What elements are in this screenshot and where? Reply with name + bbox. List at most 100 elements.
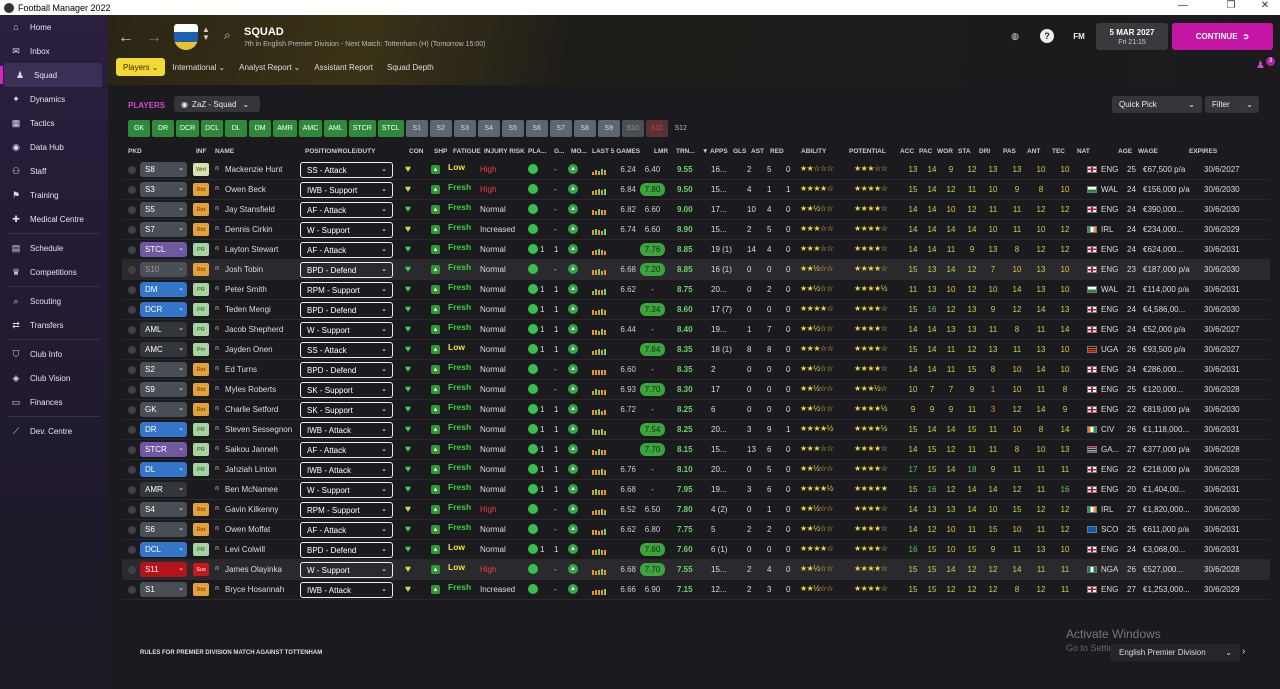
column-header-fatigue[interactable]: FATIGUE <box>453 148 481 155</box>
player-name[interactable]: James Olayinka <box>225 565 282 574</box>
column-header-apps[interactable]: ▼ APPS <box>702 148 728 155</box>
position-chip-s4[interactable]: S4 <box>477 120 500 137</box>
role-duty-select[interactable]: BPD - Defend ⌄ <box>300 302 393 318</box>
player-name[interactable]: Peter Smith <box>225 285 267 294</box>
column-header-ability[interactable]: ABILITY <box>801 148 827 155</box>
column-header-last-5-games[interactable]: LAST 5 GAMES <box>592 148 641 155</box>
sidebar-item-staff[interactable]: ⚇ Staff <box>0 159 108 183</box>
position-chip-s3[interactable]: S3 <box>453 120 476 137</box>
picked-indicator[interactable] <box>128 246 136 254</box>
position-chip-s2[interactable]: S2 <box>429 120 452 137</box>
role-duty-select[interactable]: RPM - Support ⌄ <box>300 502 393 518</box>
column-header-name[interactable]: NAME <box>215 148 235 155</box>
position-chip-s7[interactable]: S7 <box>549 120 572 137</box>
tab-international[interactable]: International ⌄ <box>165 58 232 76</box>
table-row[interactable]: S5 ⌄ Rst ⍝ Jay Stansfield AF - Attack ⌄ ♥ ▲ Fresh… <box>122 200 1270 220</box>
position-chip-aml[interactable]: AML <box>324 120 347 137</box>
picked-indicator[interactable] <box>128 226 136 234</box>
forward-arrow-icon[interactable]: → <box>146 29 162 46</box>
table-row[interactable]: S1 ⌄ Rst ⍝ Bryce Hosannah IWB - Attack ⌄ ♥ ▲ Fres… <box>122 580 1270 600</box>
back-arrow-icon[interactable]: ← <box>118 29 134 46</box>
position-chip-amr[interactable]: AMR <box>273 120 297 137</box>
chevron-right-icon[interactable]: › <box>1242 646 1246 657</box>
fm-logo[interactable]: FM <box>1073 31 1085 41</box>
column-header-trn[interactable]: TRN... <box>676 148 695 155</box>
column-header-potential[interactable]: POTENTIAL <box>849 148 886 155</box>
column-header-wor[interactable]: WOR <box>937 148 953 155</box>
table-row[interactable]: STCR ⌄ PR ⍝ Saikou Janneh AF - Attack ⌄ ♥ ▲ Fresh… <box>122 440 1270 460</box>
table-row[interactable]: S10 ⌄ Rst ⍝ Josh Tobin BPD - Defend ⌄ ♥ ▲ Fresh No… <box>122 260 1270 280</box>
club-switch-icon[interactable]: ▲ ▼ <box>202 25 210 42</box>
info-badge[interactable]: PR <box>193 463 209 476</box>
role-duty-select[interactable]: W - Support ⌄ <box>300 562 393 578</box>
column-header-g[interactable]: G... <box>554 148 565 155</box>
table-row[interactable]: S7 ⌄ Rst ⍝ Dennis Cirkin W - Support ⌄ ♥ ▲ Fresh I… <box>122 220 1270 240</box>
role-duty-select[interactable]: W - Support ⌄ <box>300 222 393 238</box>
sidebar-item-home[interactable]: ⌂ Home <box>0 15 108 39</box>
player-name[interactable]: Gavin Kilkenny <box>225 505 279 514</box>
club-crest-small-icon[interactable]: ◍ <box>1011 30 1019 41</box>
tab-assistant-report[interactable]: Assistant Report <box>307 58 380 76</box>
picked-indicator[interactable] <box>128 346 136 354</box>
position-select[interactable]: S7 ⌄ <box>140 222 187 237</box>
info-badge[interactable]: Rst <box>193 503 209 516</box>
info-badge[interactable]: PR <box>193 243 209 256</box>
role-duty-select[interactable]: AF - Attack ⌄ <box>300 442 393 458</box>
player-name[interactable]: Layton Stewart <box>225 245 279 254</box>
sidebar-item-medical-centre[interactable]: ✚ Medical Centre <box>0 207 108 231</box>
column-header-dri[interactable]: DRI <box>979 148 991 155</box>
minimize-button[interactable]: — <box>1178 0 1188 11</box>
position-chip-stcr[interactable]: STCR <box>348 120 376 137</box>
info-badge[interactable]: PR <box>193 423 209 436</box>
match-rules-link[interactable]: RULES FOR PREMIER DIVISION MATCH AGAINST… <box>140 650 323 656</box>
picked-indicator[interactable] <box>128 586 136 594</box>
position-select[interactable]: STCR ⌄ <box>140 442 187 457</box>
role-duty-select[interactable]: SS - Attack ⌄ <box>300 342 393 358</box>
column-header-expires[interactable]: EXPIRES <box>1189 148 1218 155</box>
table-row[interactable]: S11 ⌄ Sus ⍝ James Olayinka W - Support ⌄ ♥ ▲ Low H… <box>122 560 1270 580</box>
picked-indicator[interactable] <box>128 266 136 274</box>
player-name[interactable]: Myles Roberts <box>225 385 277 394</box>
sidebar-item-competitions[interactable]: ♛ Competitions <box>0 260 108 284</box>
player-name[interactable]: Charlie Setford <box>225 405 279 414</box>
info-badge[interactable]: Rst <box>193 263 209 276</box>
picked-indicator[interactable] <box>128 426 136 434</box>
column-header-pla[interactable]: PLA... <box>528 148 547 155</box>
position-select[interactable]: DCR ⌄ <box>140 302 187 317</box>
position-select[interactable]: S1 ⌄ <box>140 582 187 597</box>
table-row[interactable]: DM ⌄ PR ⍝ Peter Smith RPM - Support ⌄ ♥ ▲ Fresh No… <box>122 280 1270 300</box>
tab-analyst-report[interactable]: Analyst Report ⌄ <box>232 58 307 76</box>
role-duty-select[interactable]: IWB - Attack ⌄ <box>300 582 393 598</box>
role-duty-select[interactable]: BPD - Defend ⌄ <box>300 542 393 558</box>
table-row[interactable]: S3 ⌄ Rst ⍝ Owen Beck IWB - Support ⌄ ♥ ▲ Fresh Hig… <box>122 180 1270 200</box>
column-header-con[interactable]: CON <box>409 148 424 155</box>
info-badge[interactable]: Rst <box>193 523 209 536</box>
info-badge[interactable]: PR <box>193 443 209 456</box>
table-row[interactable]: AML ⌄ PR ⍝ Jacob Shepherd W - Support ⌄ ♥ ▲ Fresh… <box>122 320 1270 340</box>
player-name[interactable]: Owen Moffat <box>225 525 271 534</box>
notification-icon[interactable]: ♟ 3 <box>1256 57 1275 74</box>
column-header-sta[interactable]: STA <box>958 148 971 155</box>
player-name[interactable]: Owen Beck <box>225 185 266 194</box>
column-header-pkd[interactable]: PKD <box>128 148 142 155</box>
column-header-ant[interactable]: ANT <box>1027 148 1041 155</box>
column-header-tec[interactable]: TEC <box>1052 148 1065 155</box>
player-name[interactable]: Mackenzie Hunt <box>225 165 283 174</box>
position-chip-s1[interactable]: S1 <box>405 120 428 137</box>
picked-indicator[interactable] <box>128 366 136 374</box>
info-badge[interactable]: Sus <box>193 563 209 576</box>
role-duty-select[interactable]: BPD - Defend ⌄ <box>300 362 393 378</box>
picked-indicator[interactable] <box>128 286 136 294</box>
position-chip-s9[interactable]: S9 <box>597 120 620 137</box>
info-badge[interactable]: Rst <box>193 183 209 196</box>
picked-indicator[interactable] <box>128 326 136 334</box>
role-duty-select[interactable]: W - Support ⌄ <box>300 322 393 338</box>
table-row[interactable]: AMR ⌄ ⍝ Ben McNamee W - Support ⌄ ♥ ▲ Fresh Norma… <box>122 480 1270 500</box>
sidebar-item-club-vision[interactable]: ◈ Club Vision <box>0 366 108 390</box>
column-header-nat[interactable]: NAT <box>1077 148 1090 155</box>
position-select[interactable]: DR ⌄ <box>140 422 187 437</box>
column-header-gls[interactable]: GLS <box>733 148 747 155</box>
close-button[interactable]: ✕ <box>1260 0 1270 11</box>
column-header-pas[interactable]: PAS <box>1003 148 1016 155</box>
player-name[interactable]: Jay Stansfield <box>225 205 275 214</box>
